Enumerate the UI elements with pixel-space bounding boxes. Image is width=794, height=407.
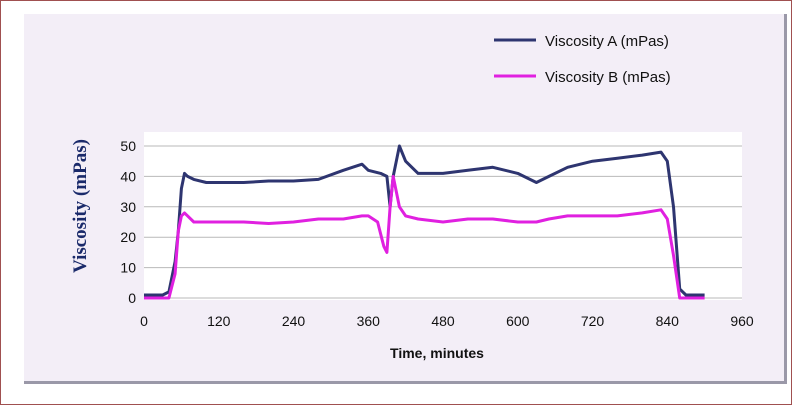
series-line-b — [144, 174, 705, 300]
x-tick-label: 120 — [207, 313, 231, 329]
series-lines — [144, 144, 705, 300]
legend: Viscosity A (mPas) Viscosity B (mPas) — [494, 33, 671, 86]
legend-label: Viscosity B (mPas) — [545, 69, 671, 86]
plot-area — [144, 132, 742, 300]
x-tick-label: 0 — [140, 313, 148, 329]
y-axis-label: Viscosity (mPas) — [70, 139, 91, 273]
x-axis-label: Time, minutes — [390, 345, 484, 361]
gridlines — [144, 145, 742, 299]
x-tick-label: 360 — [357, 313, 381, 329]
x-tick-label: 240 — [282, 313, 306, 329]
x-tick-label: 840 — [656, 313, 680, 329]
x-tick-label: 480 — [431, 313, 455, 329]
y-tick-label: 10 — [120, 260, 136, 276]
x-tick-label: 600 — [506, 313, 530, 329]
y-tick-label: 30 — [120, 199, 136, 215]
y-tick-label: 0 — [128, 290, 136, 306]
y-tick-label: 50 — [120, 138, 136, 154]
plate-shadow-right — [784, 14, 787, 384]
x-tick-label: 960 — [730, 313, 754, 329]
y-tick-label: 20 — [120, 229, 136, 245]
y-tick-label: 40 — [120, 168, 136, 184]
legend-label: Viscosity A (mPas) — [545, 33, 669, 50]
x-tick-label: 720 — [581, 313, 605, 329]
plate-shadow-bottom — [24, 381, 787, 384]
x-tick-labels: 0 120 240 360 480 600 720 840 960 — [140, 313, 754, 329]
y-tick-labels: 0 10 20 30 40 50 — [120, 138, 136, 306]
